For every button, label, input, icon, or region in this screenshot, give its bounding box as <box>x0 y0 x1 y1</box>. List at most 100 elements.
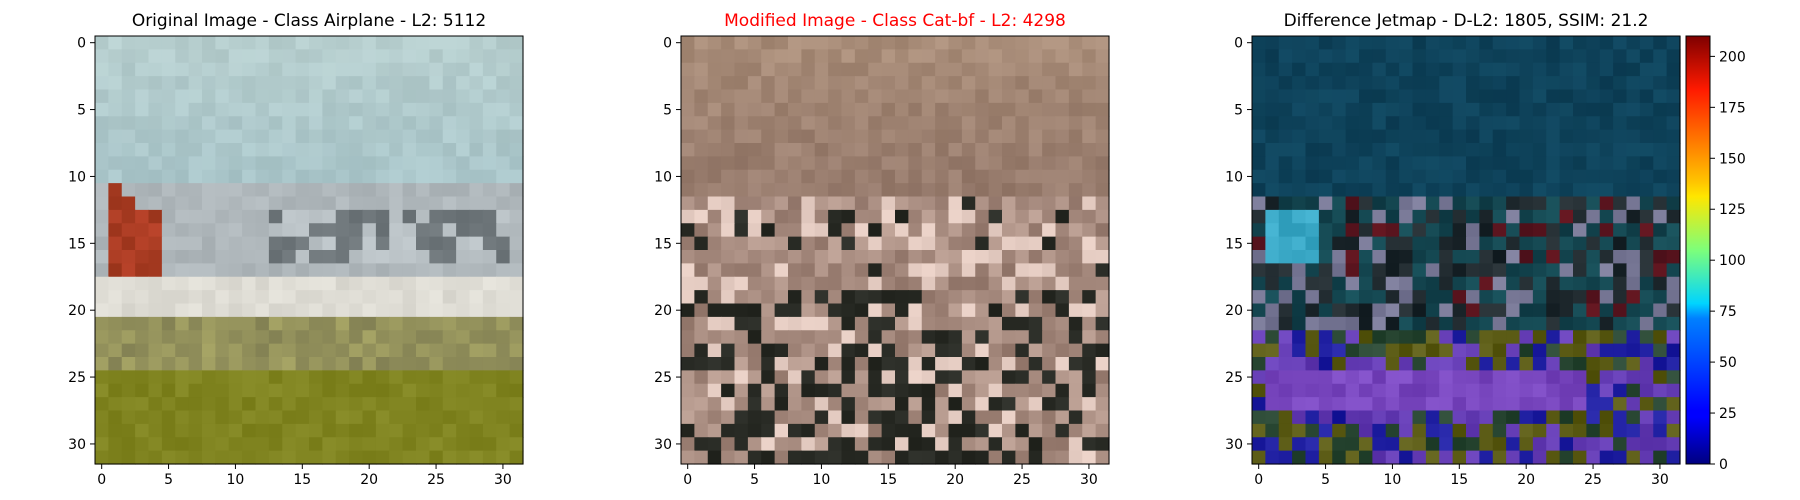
pixel-cell <box>1573 236 1587 251</box>
pixel-cell <box>721 383 736 398</box>
pixel-cell <box>1613 410 1628 425</box>
pixel-cell <box>389 370 404 385</box>
pixel-cell <box>1385 102 1400 117</box>
x-tick-label: 0 <box>97 472 106 488</box>
pixel-cell <box>801 223 816 238</box>
pixel-cell <box>1613 343 1628 358</box>
pixel-cell <box>496 276 511 291</box>
pixel-cell <box>1068 250 1083 264</box>
pixel-cell <box>975 129 990 144</box>
pixel-cell <box>1519 129 1534 144</box>
pixel-cell <box>135 196 150 211</box>
pixel-cell <box>841 450 856 465</box>
pixel-cell <box>1425 183 1440 198</box>
pixel-cell <box>1345 209 1360 224</box>
pixel-cell <box>1002 76 1016 91</box>
pixel-cell <box>215 156 230 171</box>
pixel-cell <box>1055 330 1070 345</box>
pixel-cell <box>1666 397 1681 412</box>
pixel-cell <box>1068 89 1083 104</box>
pixel-cell <box>1412 89 1427 104</box>
pixel-cell <box>854 383 869 398</box>
pixel-cell <box>921 290 936 305</box>
pixel-cell <box>442 169 457 184</box>
pixel-cell <box>456 156 471 171</box>
pixel-cell <box>1265 437 1280 452</box>
pixel-cell <box>1028 143 1043 157</box>
pixel-cell <box>948 450 963 465</box>
pixel-cell <box>202 209 216 224</box>
pixel-cell <box>828 89 843 104</box>
pixel-cell <box>1573 143 1587 157</box>
pixel-cell <box>1626 76 1641 91</box>
pixel-cell <box>1613 183 1628 198</box>
pixel-cell <box>429 450 444 465</box>
pixel-cell <box>456 330 471 345</box>
pixel-cell <box>1586 169 1601 184</box>
pixel-cell <box>1359 263 1373 278</box>
pixel-cell <box>1278 383 1293 398</box>
pixel-cell <box>1599 169 1614 184</box>
pixel-cell <box>1492 209 1507 224</box>
pixel-cell <box>1626 343 1641 358</box>
pixel-cell <box>774 116 789 131</box>
pixel-cell <box>881 209 896 224</box>
pixel-cell <box>814 129 829 144</box>
pixel-cell <box>1532 223 1547 238</box>
pixel-cell <box>335 183 350 198</box>
pixel-cell <box>1573 183 1587 198</box>
pixel-cell <box>1519 263 1534 278</box>
pixel-cell <box>295 263 310 278</box>
pixel-cell <box>895 183 909 198</box>
pixel-cell <box>734 129 749 144</box>
pixel-cell <box>747 223 762 238</box>
pixel-cell <box>908 116 923 131</box>
pixel-cell <box>707 397 722 412</box>
pixel-cell <box>1492 76 1507 91</box>
pixel-cell <box>854 276 869 291</box>
pixel-cell <box>282 383 297 398</box>
pixel-cell <box>362 49 377 64</box>
pixel-cell <box>841 397 856 412</box>
pixel-cell <box>1653 129 1668 144</box>
pixel-cell <box>309 263 323 278</box>
pixel-cell <box>1666 357 1681 371</box>
pixel-cell <box>1372 276 1387 291</box>
pixel-cell <box>1252 156 1266 171</box>
pixel-cell <box>442 303 457 318</box>
pixel-cell <box>1028 410 1043 425</box>
pixel-cell <box>1359 343 1373 358</box>
pixel-cell <box>509 102 524 117</box>
pixel-cell <box>1385 89 1400 104</box>
pixel-cell <box>1425 223 1440 238</box>
pixel-cell <box>268 76 283 91</box>
y-tick-label: 10 <box>68 169 86 185</box>
pixel-cell <box>1412 397 1427 412</box>
pixel-cell <box>362 397 377 412</box>
pixel-cell <box>442 102 457 117</box>
pixel-cell <box>1265 357 1280 371</box>
pixel-cell <box>228 76 243 91</box>
pixel-cell <box>1546 169 1561 184</box>
pixel-cell <box>242 116 257 131</box>
pixel-cell <box>1492 290 1507 305</box>
pixel-cell <box>1412 62 1427 77</box>
pixel-cell <box>429 183 444 198</box>
pixel-cell <box>948 263 963 278</box>
pixel-cell <box>95 357 109 371</box>
pixel-cell <box>1439 410 1454 425</box>
pixel-cell <box>1412 343 1427 358</box>
pixel-cell <box>975 89 990 104</box>
pixel-cell <box>1452 437 1467 452</box>
pixel-cell <box>309 116 323 131</box>
pixel-cell <box>1452 49 1467 64</box>
pixel-cell <box>1372 423 1387 438</box>
pixel-cell <box>961 236 976 251</box>
x-tick-label: 30 <box>494 472 512 488</box>
pixel-cell <box>416 357 430 371</box>
pixel-cell <box>1546 370 1561 385</box>
pixel-cell <box>988 410 1003 425</box>
pixel-cell <box>349 423 364 438</box>
pixel-cell <box>1532 36 1547 50</box>
pixel-cell <box>868 343 883 358</box>
